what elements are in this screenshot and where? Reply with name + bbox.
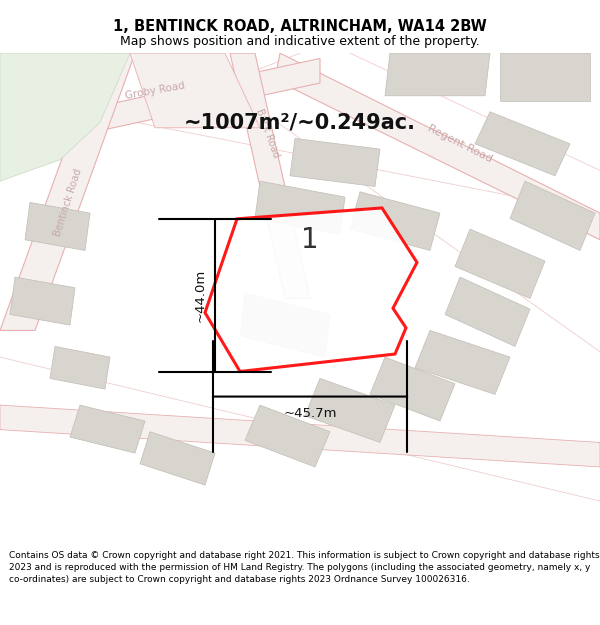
Polygon shape [230, 53, 310, 298]
Polygon shape [510, 181, 595, 251]
Text: Map shows position and indicative extent of the property.: Map shows position and indicative extent… [120, 35, 480, 48]
Text: ~1007m²/~0.249ac.: ~1007m²/~0.249ac. [184, 112, 416, 132]
Polygon shape [275, 53, 600, 240]
Polygon shape [25, 202, 90, 251]
Polygon shape [455, 229, 545, 298]
Polygon shape [205, 208, 417, 371]
Text: 1: 1 [301, 226, 319, 254]
Text: Contains OS data © Crown copyright and database right 2021. This information is : Contains OS data © Crown copyright and d… [9, 551, 599, 584]
Polygon shape [0, 53, 130, 181]
Text: ~44.0m: ~44.0m [194, 269, 207, 322]
Polygon shape [130, 53, 260, 128]
Text: Bentinck Road: Bentinck Road [52, 168, 83, 238]
Polygon shape [415, 331, 510, 394]
Polygon shape [140, 432, 215, 485]
Polygon shape [0, 405, 600, 467]
Polygon shape [305, 378, 395, 442]
Text: Regent Road: Regent Road [426, 123, 494, 164]
Polygon shape [0, 53, 135, 331]
Polygon shape [290, 139, 380, 186]
Polygon shape [70, 405, 145, 453]
Polygon shape [500, 53, 590, 101]
Polygon shape [255, 181, 345, 234]
Polygon shape [240, 293, 330, 357]
Polygon shape [245, 405, 330, 467]
Polygon shape [350, 192, 440, 251]
Polygon shape [0, 59, 320, 152]
Text: 1, BENTINCK ROAD, ALTRINCHAM, WA14 2BW: 1, BENTINCK ROAD, ALTRINCHAM, WA14 2BW [113, 19, 487, 34]
Text: ~45.7m: ~45.7m [283, 408, 337, 420]
Text: Back Road: Back Road [254, 107, 281, 159]
Polygon shape [10, 277, 75, 325]
Polygon shape [385, 53, 490, 96]
Polygon shape [50, 346, 110, 389]
Polygon shape [370, 357, 455, 421]
Text: Groby Road: Groby Road [124, 80, 186, 101]
Polygon shape [475, 112, 570, 176]
Polygon shape [445, 277, 530, 346]
